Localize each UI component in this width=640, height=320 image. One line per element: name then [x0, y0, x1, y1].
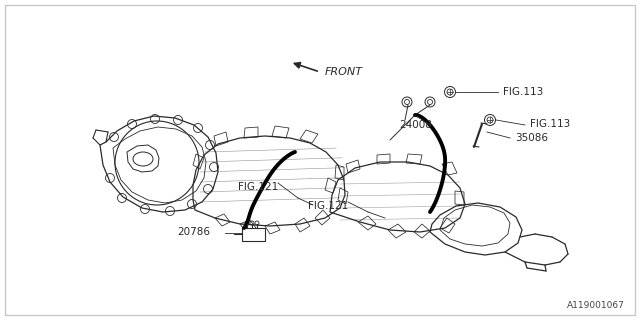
Text: FIG.121: FIG.121 — [308, 201, 348, 211]
Text: FIG.113: FIG.113 — [530, 119, 570, 129]
Text: 35086: 35086 — [515, 133, 548, 143]
Text: 20786: 20786 — [177, 227, 210, 237]
Text: A119001067: A119001067 — [567, 301, 625, 310]
Text: FIG.113: FIG.113 — [503, 87, 543, 97]
Text: FRONT: FRONT — [325, 67, 363, 77]
Text: FIG.121: FIG.121 — [237, 182, 278, 192]
Text: 24008: 24008 — [399, 120, 432, 130]
FancyBboxPatch shape — [241, 228, 264, 241]
